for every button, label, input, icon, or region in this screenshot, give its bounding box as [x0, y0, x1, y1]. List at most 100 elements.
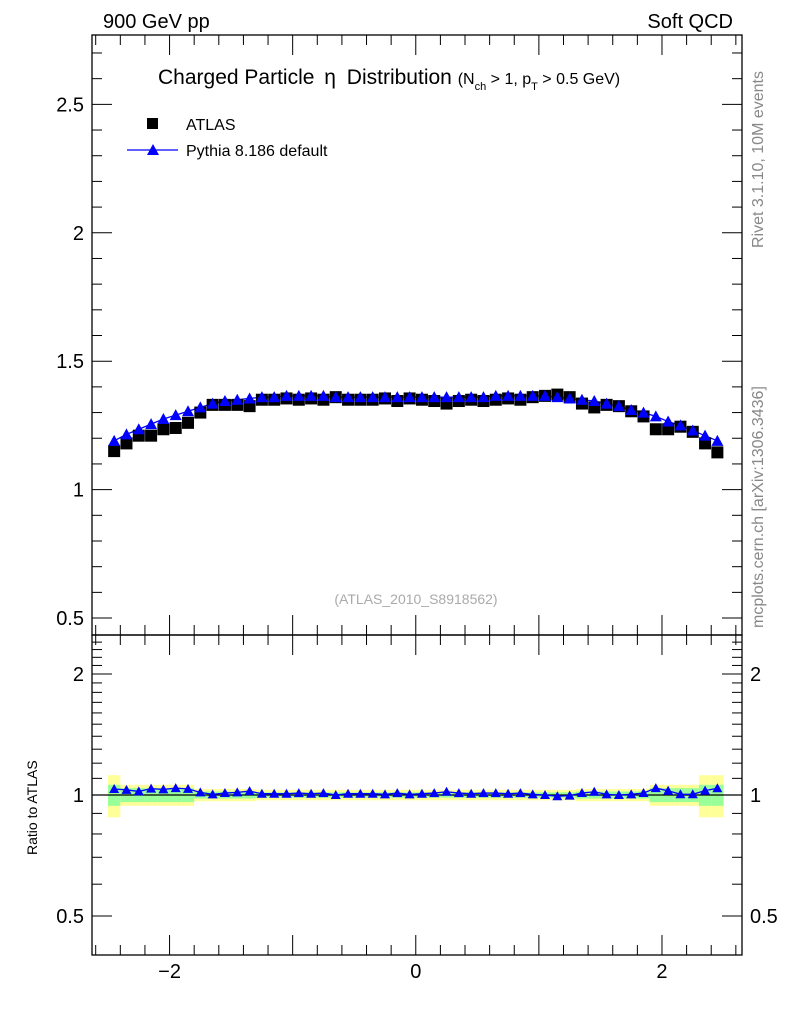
ratio-pythia-point: [650, 783, 661, 793]
pythia-point: [391, 391, 404, 403]
pythia-point: [428, 391, 441, 403]
pythia-point: [637, 406, 650, 418]
legend-pythia-marker: [147, 144, 159, 155]
ratio-y-tick-label: 1: [73, 785, 84, 807]
ratio-pythia-point: [379, 789, 390, 799]
title-sub-ch: ch: [475, 81, 487, 93]
pythia-point: [686, 424, 699, 436]
ratio-pythia-point: [269, 788, 280, 798]
pythia-point: [243, 392, 256, 404]
pythia-point: [342, 391, 355, 403]
header-right: Soft QCD: [647, 11, 733, 33]
pythia-point: [674, 419, 687, 431]
ratio-pythia-point: [515, 788, 526, 798]
legend-atlas-label: ATLAS: [186, 117, 236, 134]
pythia-point: [194, 401, 207, 413]
pythia-point: [563, 392, 576, 404]
ratio-pythia-point: [613, 790, 624, 799]
pythia-point: [255, 391, 268, 403]
ratio-pythia-point: [367, 788, 378, 798]
ratio-pythia-point: [343, 788, 354, 798]
pythia-point: [575, 393, 588, 405]
x-tick-label: −2: [158, 961, 181, 983]
ratio-pythia-point: [146, 783, 157, 793]
ratio-pythia-point: [675, 789, 686, 799]
pythia-point: [649, 410, 662, 422]
ratio-pythia-point: [626, 789, 637, 799]
pythia-point: [477, 391, 490, 403]
pythia-point: [588, 395, 601, 407]
ratio-pythia-point: [429, 788, 440, 798]
ratio-pythia-point: [256, 788, 267, 798]
y-tick-label: 2: [73, 223, 84, 245]
ratio-pythia-point: [453, 788, 464, 798]
pythia-point: [403, 391, 416, 403]
pythia-point: [612, 400, 625, 412]
ratio-pythia-point: [355, 788, 366, 798]
ratio-pythia-point: [503, 788, 514, 798]
ratio-pythia-point: [232, 787, 243, 797]
ratio-y-tick-label: 0.5: [56, 906, 84, 928]
ratio-pythia-point: [416, 788, 427, 798]
pythia-point: [305, 389, 318, 401]
ratio-pythia-point: [404, 789, 415, 799]
pythia-point: [514, 389, 527, 401]
pythia-point: [132, 423, 145, 435]
ratio-pythia-point: [170, 783, 181, 793]
atlas-point: [182, 416, 195, 429]
atlas-point: [108, 445, 121, 458]
y-tick-label: 0.5: [56, 608, 84, 630]
pythia-point: [502, 389, 515, 401]
ratio-y-tick-label-right: 1: [750, 785, 761, 807]
ratio-ylabel: Ratio to ATLAS: [24, 760, 40, 855]
pythia-point: [169, 409, 182, 421]
pythia-point: [354, 391, 367, 403]
legend-pythia-label: Pythia 8.186 default: [186, 143, 328, 160]
ratio-pythia-point: [133, 786, 144, 796]
ratio-pythia-point: [478, 788, 489, 798]
ratio-pythia-point: [183, 783, 194, 793]
pythia-point: [317, 389, 330, 401]
pythia-point: [231, 393, 244, 405]
atlas-point: [145, 429, 158, 442]
pythia-point: [465, 391, 478, 403]
ratio-pythia-point: [552, 791, 563, 801]
pythia-point: [551, 391, 564, 403]
legend-atlas-marker: [147, 118, 158, 129]
ratio-pythia-point: [306, 788, 317, 798]
ratio-pythia-point: [564, 790, 575, 800]
watermark: (ATLAS_2010_S8918562): [334, 591, 497, 607]
pythia-point: [452, 391, 465, 403]
ratio-pythia-point: [466, 788, 477, 798]
pythia-point: [120, 428, 133, 440]
pythia-point: [699, 429, 712, 441]
ratio-pythia-point: [527, 789, 538, 799]
ratio-pythia-point: [244, 786, 255, 796]
atlas-point: [649, 423, 662, 436]
legend: ATLAS Pythia 8.186 default: [127, 117, 328, 160]
ratio-pythia-point: [576, 788, 587, 798]
ratio-pythia-point: [207, 789, 218, 799]
ratio-pythia-point: [441, 786, 452, 796]
pythia-point: [440, 391, 453, 403]
pythia-point: [218, 395, 231, 407]
ratio-pythia-point: [712, 783, 723, 793]
pythia-point: [268, 391, 281, 403]
title-main: Charged Particle: [158, 66, 314, 89]
mcplots-label: mcplots.cern.ch [arXiv:1306.3436]: [750, 386, 767, 628]
ratio-pythia-point: [687, 789, 698, 799]
ratio-pythia-point: [540, 790, 551, 799]
rivet-label: Rivet 3.1.10, 10M events: [750, 71, 767, 248]
ratio-pythia-point: [601, 789, 612, 799]
ratio-pythia-point: [330, 790, 341, 799]
atlas-point: [711, 446, 724, 459]
atlas-point: [120, 437, 133, 450]
pythia-point: [662, 415, 675, 427]
pythia-point: [526, 389, 539, 401]
y-tick-label: 1: [73, 480, 84, 502]
pythia-point: [366, 391, 379, 403]
ratio-pythia-point: [700, 785, 711, 795]
atlas-point: [169, 421, 182, 434]
ratio-y-tick-label-right: 0.5: [750, 906, 778, 928]
